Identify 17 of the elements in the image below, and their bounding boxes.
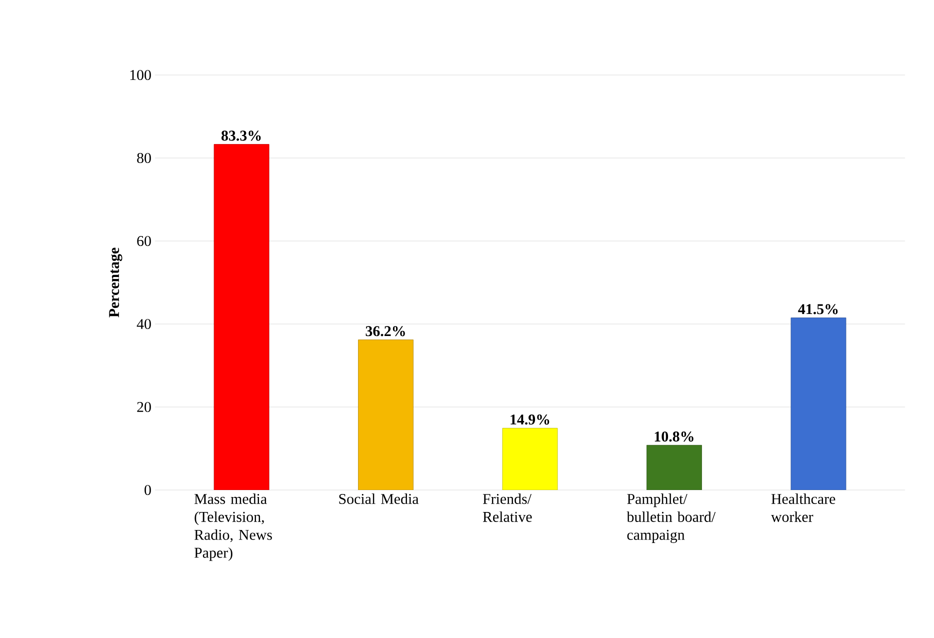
x-tick-label: Social Media (339, 494, 419, 504)
x-tick-label: Healthcare worker (770, 494, 836, 522)
y-tick-label: 60 (137, 236, 151, 246)
data-label: 10.8% (654, 432, 694, 442)
y-tick-label: 100 (130, 70, 151, 80)
y-tick-label: 0 (144, 484, 151, 496)
y-axis-title: Percentage (109, 248, 122, 318)
data-label: 14.9% (510, 414, 550, 425)
y-tick-label: 40 (136, 318, 151, 330)
data-label: 41.5% (798, 304, 838, 314)
data-label: 36.2% (366, 326, 405, 336)
y-tick-label: 20 (137, 402, 151, 412)
x-tick-label: Friends/ Relative (482, 494, 532, 522)
y-tick-label: 80 (137, 152, 151, 164)
x-tick-label: Mass media (Television, Radio, News Paper) (194, 494, 272, 561)
data-label: 83.3% (221, 130, 261, 141)
x-tick-label: Pamphlet/ bulletin board/ campaign (626, 494, 716, 543)
